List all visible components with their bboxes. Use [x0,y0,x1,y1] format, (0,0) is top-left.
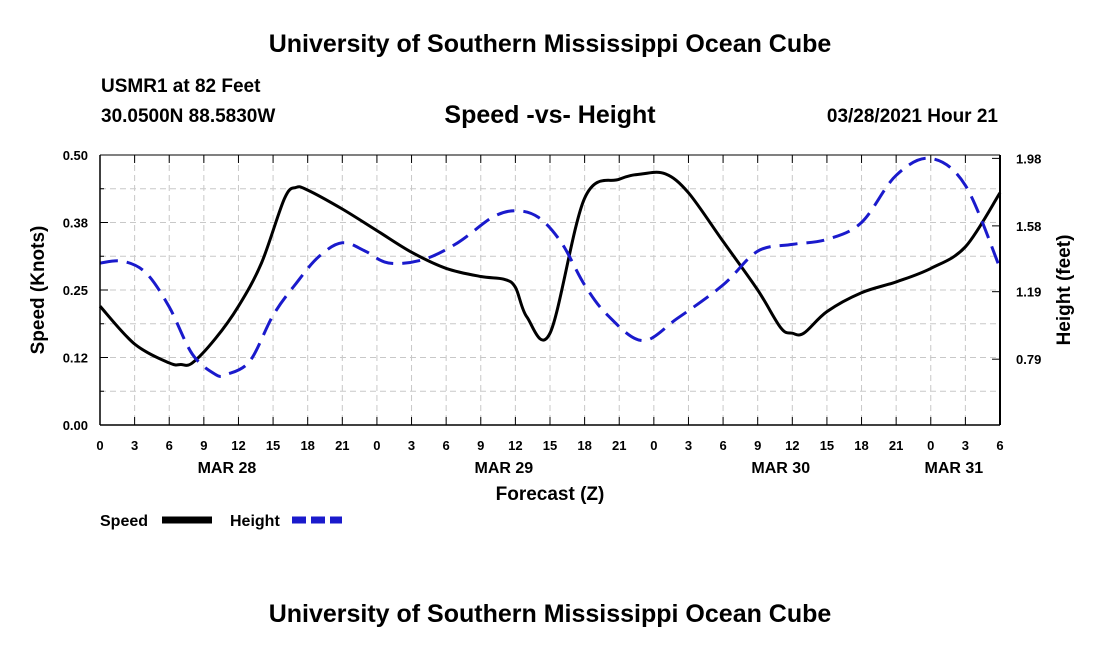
y-left-tick-label: 0.25 [63,283,88,298]
y-left-tick-label: 0.00 [63,418,88,433]
y-right-tick-label: 1.19 [1016,285,1041,300]
x-tick-label: 3 [962,438,969,453]
y-right-tick-label: 1.98 [1016,151,1041,166]
station-label: USMR1 at 82 Feet [101,76,261,97]
y-right-tick-label: 1.58 [1016,219,1041,234]
y-left-tick-label: 0.50 [63,148,88,163]
y-right-axis-title: Height (feet) [1054,235,1075,346]
date-label: MAR 30 [751,460,810,477]
series-lines [98,156,1002,378]
coordinates-label: 30.0500N 88.5830W [101,106,276,127]
x-tick-label: 21 [889,438,903,453]
x-tick-label: 3 [131,438,138,453]
axis-labels: 0 3 6 9 12 15 18 21 0 3 6 9 12 15 18 21 0 3 6 9 12 15 18 21 0 3 6M… [28,148,1075,505]
y-left-axis-title: Speed (Knots) [28,226,49,355]
x-tick-label: 0 [927,438,934,453]
x-tick-label: 0 [650,438,657,453]
x-tick-label: 18 [300,438,314,453]
x-tick-label: 12 [785,438,799,453]
x-tick-label: 12 [508,438,522,453]
x-tick-label: 21 [612,438,626,453]
axes [99,154,1001,426]
y-left-tick-label: 0.12 [63,351,88,366]
date-label: MAR 31 [925,460,984,477]
x-tick-label: 9 [200,438,207,453]
x-tick-label: 15 [266,438,280,453]
chart-title: Speed -vs- Height [444,101,656,129]
x-tick-label: 21 [335,438,349,453]
x-tick-label: 3 [685,438,692,453]
date-label: MAR 28 [198,460,257,477]
x-tick-label: 9 [477,438,484,453]
grid-lines [100,155,1000,425]
legend: Speed Height [100,513,342,530]
x-tick-label: 6 [719,438,726,453]
x-tick-label: 18 [577,438,591,453]
x-axis-title: Forecast (Z) [496,484,605,505]
y-left-tick-label: 0.38 [63,216,88,231]
legend-height-label: Height [230,513,280,530]
datetime-label: 03/28/2021 Hour 21 [826,106,998,127]
x-tick-label: 3 [408,438,415,453]
bottom-title: University of Southern Mississippi Ocean… [268,600,832,628]
x-tick-label: 9 [754,438,761,453]
y-right-tick-label: 0.79 [1016,352,1041,367]
x-tick-label: 6 [166,438,173,453]
date-label: MAR 29 [475,460,534,477]
x-tick-label: 6 [996,438,1003,453]
x-tick-label: 15 [543,438,557,453]
speed-series-line [98,170,1002,367]
x-tick-label: 18 [854,438,868,453]
x-tick-label: 12 [231,438,245,453]
x-tick-label: 0 [373,438,380,453]
top-title: University of Southern Mississippi Ocean… [268,30,832,58]
height-series-line [99,156,1002,378]
x-tick-label: 6 [443,438,450,453]
x-tick-label: 15 [820,438,834,453]
x-tick-label: 0 [96,438,103,453]
legend-speed-label: Speed [100,513,148,530]
